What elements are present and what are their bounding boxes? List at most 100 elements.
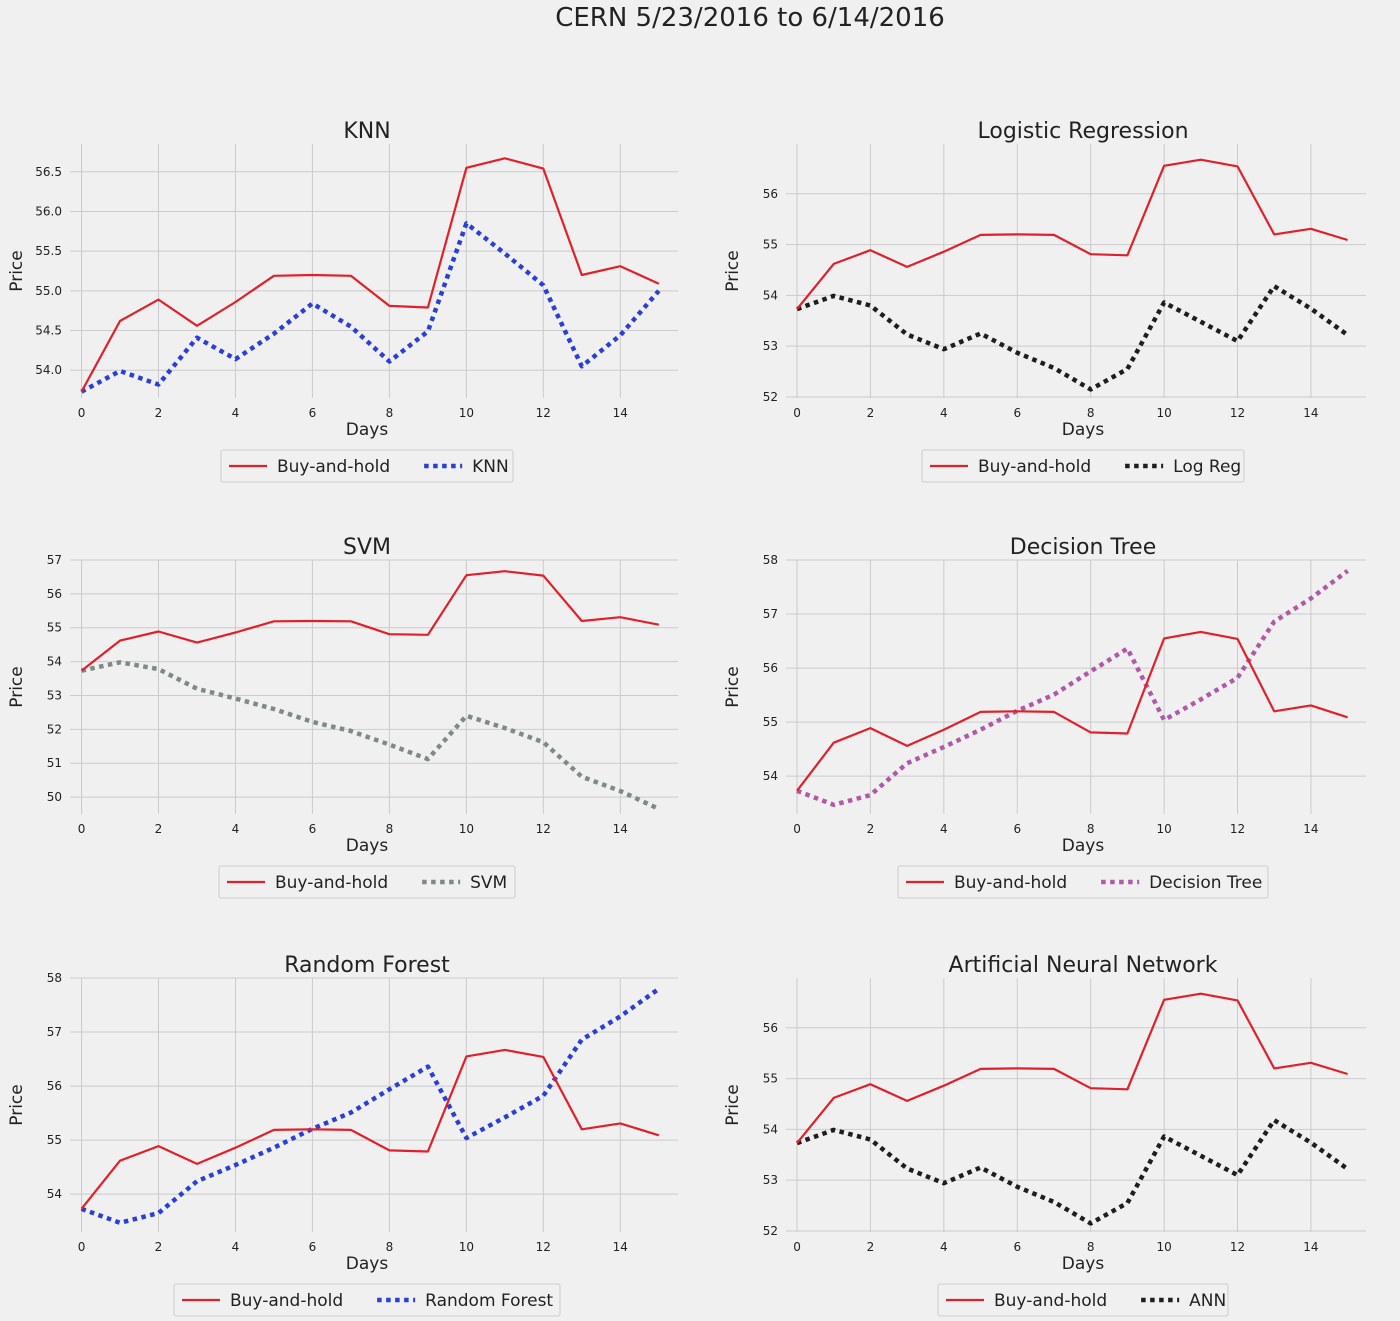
series-line-buy-and-hold xyxy=(797,994,1348,1143)
legend-label: Buy-and-hold xyxy=(230,1291,343,1311)
y-axis-label: Price xyxy=(723,250,743,291)
y-axis-label: Price xyxy=(723,1084,743,1125)
x-tick-label: 0 xyxy=(78,1240,86,1254)
legend-label: Log Reg xyxy=(1173,457,1241,477)
subplot-title: Decision Tree xyxy=(1010,535,1157,560)
x-tick-label: 6 xyxy=(1013,406,1021,420)
series-line-buy-and-hold xyxy=(82,158,659,391)
subplot-title: Logistic Regression xyxy=(977,119,1188,144)
x-axis-label: Days xyxy=(346,836,389,856)
legend-label: KNN xyxy=(472,457,509,477)
series-line-ann xyxy=(797,1120,1348,1223)
subplot-5: Random Forest 0 2 4 6 8 10 12 14 54 55 56 57 58 Days Pr… xyxy=(7,953,678,1316)
legend-label: Buy-and-hold xyxy=(978,457,1091,477)
x-tick-label: 12 xyxy=(1230,1240,1245,1254)
y-axis-label: Price xyxy=(723,666,743,707)
y-tick-label: 54 xyxy=(763,288,778,302)
x-tick-label: 4 xyxy=(940,406,948,420)
y-tick-label: 54 xyxy=(47,1187,62,1201)
legend-label: Buy-and-hold xyxy=(277,457,390,477)
x-tick-label: 4 xyxy=(232,406,240,420)
series-line-random-forest xyxy=(82,989,659,1223)
x-tick-label: 12 xyxy=(536,822,551,836)
x-tick-label: 8 xyxy=(386,1240,394,1254)
x-axis-label: Days xyxy=(346,420,389,440)
x-tick-label: 12 xyxy=(1230,822,1245,836)
series-line-buy-and-hold xyxy=(82,1050,659,1209)
y-tick-label: 55.5 xyxy=(35,244,62,258)
y-tick-label: 55 xyxy=(763,1072,778,1086)
x-tick-label: 6 xyxy=(309,406,317,420)
series-line-svm xyxy=(82,662,659,809)
x-tick-label: 0 xyxy=(78,406,86,420)
y-tick-label: 51 xyxy=(47,756,62,770)
x-tick-label: 2 xyxy=(867,406,875,420)
y-tick-label: 52 xyxy=(47,722,62,736)
x-axis-label: Days xyxy=(1062,1254,1105,1274)
y-tick-label: 52 xyxy=(763,390,778,404)
x-tick-label: 8 xyxy=(1087,1240,1095,1254)
y-tick-label: 50 xyxy=(47,790,62,804)
x-tick-label: 14 xyxy=(613,1240,628,1254)
subplot-title: Random Forest xyxy=(284,953,450,978)
x-tick-label: 14 xyxy=(613,822,628,836)
series-line-buy-and-hold xyxy=(797,160,1348,309)
y-tick-label: 54.5 xyxy=(35,324,62,338)
subplot-title: KNN xyxy=(343,119,390,144)
y-tick-label: 54 xyxy=(47,655,62,669)
x-tick-label: 10 xyxy=(1156,1240,1171,1254)
y-tick-label: 54.0 xyxy=(35,363,62,377)
subplot-3: SVM 0 2 4 6 8 10 12 14 50 51 52 53 54 55 56 57 Days Price B… xyxy=(7,535,678,898)
x-tick-label: 0 xyxy=(793,406,801,420)
x-tick-label: 14 xyxy=(1303,1240,1318,1254)
x-tick-label: 6 xyxy=(1013,1240,1021,1254)
y-tick-label: 56.0 xyxy=(35,204,62,218)
x-tick-label: 14 xyxy=(1303,822,1318,836)
y-axis-label: Price xyxy=(7,250,27,291)
x-tick-label: 10 xyxy=(459,406,474,420)
legend-label: Buy-and-hold xyxy=(994,1291,1107,1311)
legend-label: Random Forest xyxy=(425,1291,553,1311)
x-tick-label: 2 xyxy=(867,1240,875,1254)
y-tick-label: 56.5 xyxy=(35,165,62,179)
x-tick-label: 10 xyxy=(1156,406,1171,420)
x-tick-label: 8 xyxy=(386,406,394,420)
legend-label: Decision Tree xyxy=(1149,873,1262,893)
y-tick-label: 54 xyxy=(763,769,778,783)
x-tick-label: 0 xyxy=(793,822,801,836)
y-tick-label: 56 xyxy=(47,1079,62,1093)
x-tick-label: 0 xyxy=(793,1240,801,1254)
x-tick-label: 2 xyxy=(155,406,163,420)
x-tick-label: 8 xyxy=(1087,822,1095,836)
x-tick-label: 4 xyxy=(940,1240,948,1254)
series-line-buy-and-hold xyxy=(797,632,1348,791)
x-tick-label: 12 xyxy=(1230,406,1245,420)
x-tick-label: 2 xyxy=(155,1240,163,1254)
y-tick-label: 55 xyxy=(47,1133,62,1147)
y-tick-label: 53 xyxy=(763,339,778,353)
x-tick-label: 10 xyxy=(459,822,474,836)
x-tick-label: 0 xyxy=(78,822,86,836)
y-tick-label: 56 xyxy=(763,661,778,675)
x-axis-label: Days xyxy=(1062,420,1105,440)
x-tick-label: 2 xyxy=(867,822,875,836)
series-line-decision-tree xyxy=(797,571,1348,805)
y-tick-label: 55.0 xyxy=(35,284,62,298)
y-tick-label: 57 xyxy=(47,1025,62,1039)
x-tick-label: 6 xyxy=(1013,822,1021,836)
x-tick-label: 14 xyxy=(1303,406,1318,420)
y-tick-label: 54 xyxy=(763,1122,778,1136)
subplot-6: Artificial Neural Network 0 2 4 6 8 10 12 14 52 53… xyxy=(723,953,1366,1316)
x-tick-label: 4 xyxy=(232,1240,240,1254)
x-tick-label: 4 xyxy=(232,822,240,836)
x-tick-label: 10 xyxy=(1156,822,1171,836)
legend-label: SVM xyxy=(470,873,507,893)
y-tick-label: 52 xyxy=(763,1224,778,1238)
y-tick-label: 57 xyxy=(47,553,62,567)
subplot-title: SVM xyxy=(343,535,391,560)
figure-title: CERN 5/23/2016 to 6/14/2016 xyxy=(555,3,945,33)
series-line-buy-and-hold xyxy=(82,571,659,671)
x-tick-label: 2 xyxy=(155,822,163,836)
